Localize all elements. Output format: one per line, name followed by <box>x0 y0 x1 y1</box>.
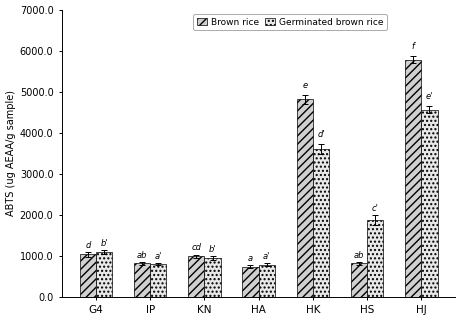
Bar <box>204 258 221 297</box>
Bar <box>150 264 166 297</box>
Bar <box>80 254 96 297</box>
Text: a': a' <box>263 252 271 261</box>
Bar <box>134 264 150 297</box>
Bar <box>421 110 437 297</box>
Text: ab: ab <box>354 251 364 260</box>
Text: a: a <box>248 254 253 263</box>
Legend: Brown rice, Germinated brown rice: Brown rice, Germinated brown rice <box>193 14 387 30</box>
Text: b': b' <box>209 245 216 254</box>
Text: d': d' <box>317 130 325 139</box>
Text: cd: cd <box>191 243 201 252</box>
Text: c': c' <box>372 204 378 213</box>
Text: a': a' <box>154 252 162 261</box>
Bar <box>405 60 421 297</box>
Y-axis label: ABTS (ug AEAA/g sample): ABTS (ug AEAA/g sample) <box>6 90 16 216</box>
Bar <box>242 267 259 297</box>
Bar <box>313 149 329 297</box>
Bar <box>296 99 313 297</box>
Text: e: e <box>302 81 307 90</box>
Bar <box>259 265 275 297</box>
Text: b': b' <box>100 239 108 248</box>
Text: f: f <box>412 42 414 51</box>
Text: ab: ab <box>137 251 148 260</box>
Text: d: d <box>85 241 90 250</box>
Bar <box>188 256 204 297</box>
Bar <box>96 252 112 297</box>
Text: e': e' <box>426 92 433 101</box>
Bar <box>351 264 367 297</box>
Bar <box>367 220 384 297</box>
